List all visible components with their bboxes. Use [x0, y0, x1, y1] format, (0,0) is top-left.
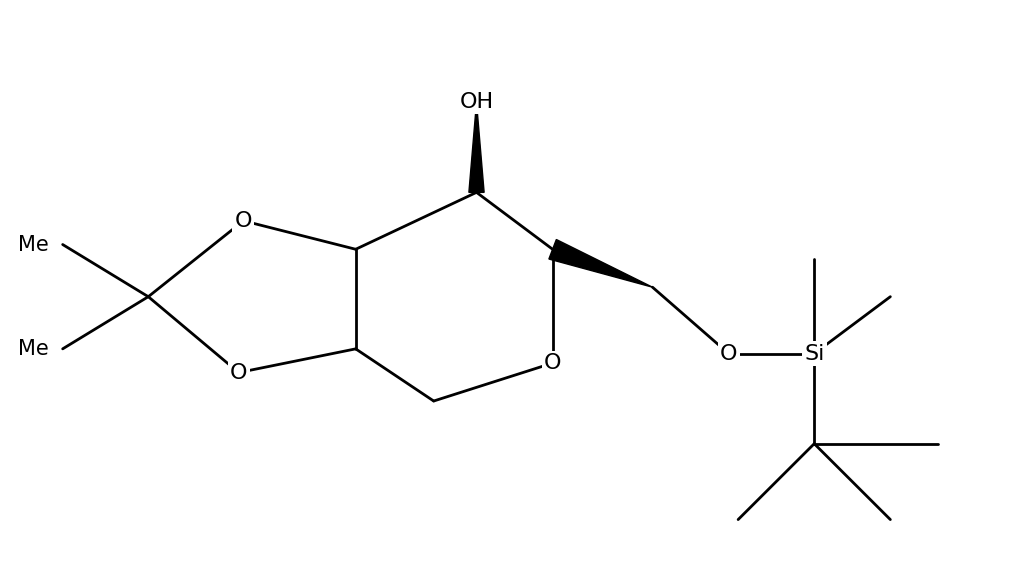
Text: O: O — [720, 343, 737, 364]
Text: OH: OH — [460, 93, 494, 112]
Text: Si: Si — [804, 343, 824, 364]
Polygon shape — [469, 102, 484, 193]
Text: Me: Me — [17, 235, 48, 254]
Polygon shape — [548, 240, 652, 287]
Text: O: O — [230, 363, 247, 382]
Text: O: O — [543, 353, 562, 373]
Text: O: O — [234, 211, 252, 231]
Text: Me: Me — [17, 339, 48, 359]
